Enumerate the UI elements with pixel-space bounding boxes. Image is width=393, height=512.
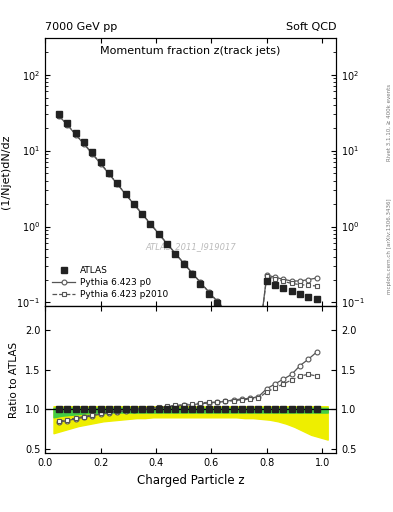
Text: Rivet 3.1.10, ≥ 400k events: Rivet 3.1.10, ≥ 400k events [387,84,392,161]
Text: 7000 GeV pp: 7000 GeV pp [45,22,118,32]
X-axis label: Charged Particle z: Charged Particle z [137,474,244,486]
Text: Soft QCD: Soft QCD [286,22,336,32]
Text: ATLAS_2011_I919017: ATLAS_2011_I919017 [145,243,236,251]
Y-axis label: Ratio to ATLAS: Ratio to ATLAS [9,342,19,418]
Legend: ATLAS, Pythia 6.423 p0, Pythia 6.423 p2010: ATLAS, Pythia 6.423 p0, Pythia 6.423 p20… [50,264,171,302]
Text: mcplots.cern.ch [arXiv:1306.3436]: mcplots.cern.ch [arXiv:1306.3436] [387,198,392,293]
Y-axis label: (1/Njet)dN/dz: (1/Njet)dN/dz [1,135,11,209]
Text: Momentum fraction z(track jets): Momentum fraction z(track jets) [101,47,281,56]
